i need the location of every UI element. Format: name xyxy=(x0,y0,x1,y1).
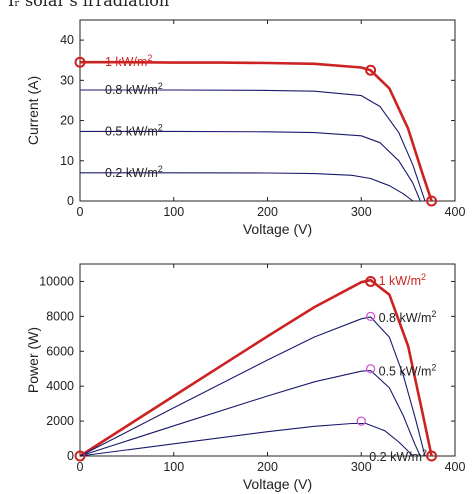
x-tick-label: 0 xyxy=(77,460,84,474)
series-label: 0.8 kW/m2 xyxy=(379,309,437,325)
series-label: 0.5 kW/m2 xyxy=(379,362,437,378)
series-label: 0.5 kW/m2 xyxy=(105,122,163,138)
chart-1: 0 100 200 300 400 0 10 20 30 40 Voltage (V) Current… xyxy=(25,19,466,237)
series-label: 1 kW/m2 xyxy=(379,272,426,288)
y-tick-label: 30 xyxy=(60,73,74,87)
x-tick-label: 200 xyxy=(257,460,278,474)
series-label: 0.2 kW/m2 xyxy=(105,164,163,180)
x-tick-label: 200 xyxy=(257,205,278,219)
y-tick-label: 0 xyxy=(67,449,74,463)
figure-caption: Iᵣ solar's irradiation xyxy=(8,0,170,10)
mpp-marker xyxy=(74,56,86,68)
x-tick-label: 100 xyxy=(163,205,184,219)
y-tick-label: 10 xyxy=(60,154,74,168)
x-tick-label: 100 xyxy=(163,460,184,474)
mpp-marker xyxy=(365,275,377,287)
x-tick-label: 300 xyxy=(351,460,372,474)
y-tick-label: 10000 xyxy=(39,274,74,288)
series-line xyxy=(80,172,414,202)
series-label: 0.2 kW/m2 xyxy=(369,448,427,464)
series-line xyxy=(79,316,426,457)
y-tick-label: 6000 xyxy=(46,344,74,358)
y-axis-label: Power (W) xyxy=(25,327,41,393)
x-axis-label: Voltage (V) xyxy=(243,476,312,492)
series-line xyxy=(79,422,414,457)
y-tick-label: 40 xyxy=(60,33,74,47)
y-tick-label: 8000 xyxy=(46,309,74,323)
mpp-marker xyxy=(356,416,366,426)
series-label: 1 kW/m2 xyxy=(105,53,152,69)
y-tick-label: 4000 xyxy=(46,379,74,393)
series-line xyxy=(80,89,426,202)
mpp-marker xyxy=(426,195,438,207)
y-axis-label: Current (A) xyxy=(25,76,41,145)
mpp-marker xyxy=(426,450,438,462)
series-line xyxy=(80,60,433,202)
y-tick-label: 0 xyxy=(67,194,74,208)
x-tick-label: 400 xyxy=(445,460,466,474)
y-tick-label: 2000 xyxy=(46,414,74,428)
y-tick-label: 20 xyxy=(60,114,74,128)
x-axis-label: Voltage (V) xyxy=(243,221,312,237)
mpp-marker xyxy=(365,311,376,322)
series-line xyxy=(80,130,421,202)
x-tick-label: 400 xyxy=(445,205,466,219)
series-label: 0.8 kW/m2 xyxy=(105,81,163,97)
mpp-marker xyxy=(365,64,377,76)
x-tick-label: 0 xyxy=(77,205,84,219)
x-tick-label: 300 xyxy=(351,205,372,219)
series-line xyxy=(79,369,421,457)
mpp-marker xyxy=(74,450,86,462)
chart-2: 0 100 200 300 4000200040006000800010000Volta… xyxy=(25,263,466,492)
mpp-marker xyxy=(365,364,376,374)
